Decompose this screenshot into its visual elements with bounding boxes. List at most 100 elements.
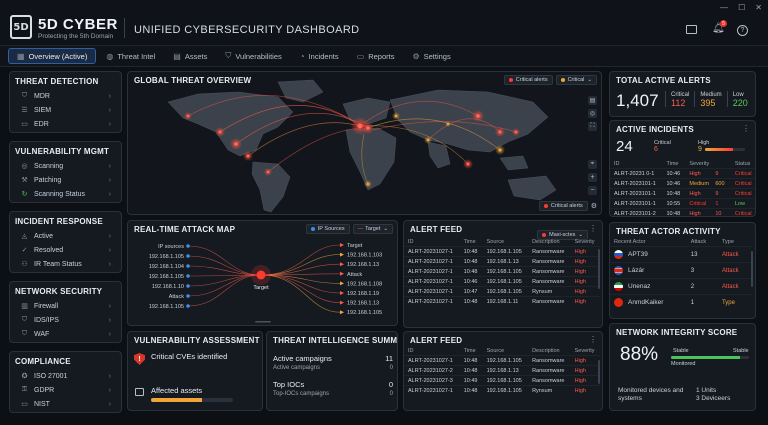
map-legend: Critical alerts Critical ⌄ bbox=[503, 75, 597, 85]
sidebar-item-label: IR Team Status bbox=[34, 260, 82, 268]
sidebar-item-scanning-status[interactable]: ↻ Scanning Status › bbox=[14, 187, 117, 201]
table-row[interactable]: APT39 13 Attack bbox=[610, 246, 751, 263]
sidebar-item-edr[interactable]: ▭ EDR › bbox=[14, 117, 117, 131]
sidebar-item-nist[interactable]: ▭ NIST › bbox=[14, 397, 117, 411]
table-row[interactable]: Lázár 3 Attack bbox=[610, 262, 751, 279]
inbox-icon[interactable] bbox=[686, 25, 697, 34]
panel-title: VULNERABILITY ASSESSMENT bbox=[134, 336, 260, 345]
gear-icon: ⚙ bbox=[412, 51, 420, 61]
tab-settings[interactable]: ⚙ Settings bbox=[404, 48, 458, 64]
table-row[interactable]: ALRT-20231027-1 10:48 192.168.1.13 Ransomwa… bbox=[404, 256, 600, 267]
table-row[interactable]: ALRT-20231027-1 10:48 192.168.1.105 Rynsum H… bbox=[404, 385, 600, 396]
server-icon: ▤ bbox=[173, 51, 181, 61]
tab-label: Settings bbox=[423, 51, 451, 61]
fullscreen-icon[interactable]: ⛶ bbox=[588, 122, 597, 131]
tab-incidents[interactable]: ◔ Incidents bbox=[292, 48, 347, 64]
tab-assets[interactable]: ▤ Assets bbox=[165, 48, 215, 64]
target-label: 192.168.1.108 bbox=[347, 281, 382, 287]
world-map[interactable] bbox=[128, 72, 602, 215]
sidebar-item-label: NIST bbox=[34, 400, 50, 408]
sidebar-item-siem[interactable]: ☰ SIEM › bbox=[14, 103, 117, 117]
alert-feed-panel: ALERT FEED Maxi-sctes ⌄ ⋮ ID Time Source Des… bbox=[403, 220, 603, 328]
source-node bbox=[186, 264, 190, 268]
integrity-score: 88% bbox=[620, 344, 659, 365]
column-header: ID bbox=[408, 239, 414, 245]
table-row[interactable]: ALRT-2023101-1 10:46 Medium 600 Critical bbox=[610, 178, 755, 189]
table-row[interactable]: ALRT-20231027-1 10:47 192.168.1.105 Rynsum H… bbox=[404, 286, 600, 297]
close-icon[interactable]: ✕ bbox=[755, 3, 762, 12]
sidebar-item-ir-team-status[interactable]: ⚇ IR Team Status › bbox=[14, 257, 117, 271]
panel-title: THREAT ACTOR ACTIVITY bbox=[616, 227, 721, 236]
sidebar-section-title: NETWORK SECURITY bbox=[15, 287, 103, 296]
zoom-in-icon[interactable]: + bbox=[588, 173, 597, 182]
scrollbar[interactable] bbox=[751, 251, 753, 287]
sidebar-section-title: COMPLIANCE bbox=[15, 357, 71, 366]
locate-icon[interactable]: ◎ bbox=[588, 109, 597, 118]
table-row[interactable]: ALRT-20231 0-1 10:46 High 9 Critical bbox=[610, 168, 755, 179]
sidebar-item-patching[interactable]: ⚒ Patching › bbox=[14, 173, 117, 187]
more-icon[interactable]: ⋮ bbox=[589, 335, 597, 344]
table-row[interactable]: AnmdKaiker 1 Type bbox=[610, 294, 751, 311]
tab-threat-intel[interactable]: ◍ Threat Intel bbox=[98, 48, 163, 64]
column-header: Description bbox=[532, 239, 560, 245]
monitor-icon: ▭ bbox=[21, 121, 28, 128]
sidebar-item-firewall[interactable]: ▥ Firewall › bbox=[14, 299, 117, 313]
legend-target[interactable]: — Target ⌄ bbox=[352, 224, 393, 234]
settings-icon[interactable]: ⚙ bbox=[590, 203, 597, 210]
notifications-icon[interactable]: 🔔︎ bbox=[712, 23, 725, 34]
intel-row: Top-IOCs campaigns 0 bbox=[273, 391, 393, 397]
table-row[interactable]: ALRT-20231027-1 10:48 192.168.1.105 Ransomw… bbox=[404, 266, 600, 277]
layers-icon[interactable]: ▤ bbox=[588, 96, 597, 105]
table-row[interactable]: ALRT-20231027-1 10:48 192.168.1.105 Ransomw… bbox=[404, 355, 600, 366]
target-center-label: Target bbox=[253, 285, 269, 291]
tab-overview-active[interactable]: ▦ Overview (Active) bbox=[8, 48, 97, 64]
table-row[interactable]: Unenaz 2 Attack bbox=[610, 278, 751, 295]
tab-reports[interactable]: ▭ Reports bbox=[349, 48, 403, 64]
scrollbar[interactable] bbox=[598, 360, 600, 384]
sidebar-item-iso-27001[interactable]: ✪ ISO 27001 › bbox=[14, 369, 117, 383]
sidebar-section-title: THREAT DETECTION bbox=[15, 77, 99, 86]
table-row[interactable]: ALRT-20231027-1 10:46 192.168.1.105 Ransomw… bbox=[404, 276, 600, 287]
maximize-icon[interactable]: ☐ bbox=[738, 3, 746, 12]
legend-critical-alerts[interactable]: Critical alerts bbox=[503, 75, 553, 85]
table-row[interactable]: ALRT-20231027-3 10:49 192.168.1.105 Ransomw… bbox=[404, 375, 600, 386]
sidebar-section-title: INCIDENT RESPONSE bbox=[15, 217, 103, 226]
source-node bbox=[186, 274, 190, 278]
zoom-out-icon[interactable]: − bbox=[588, 186, 597, 195]
legend-critical-alerts-bottom[interactable]: Critical alerts bbox=[538, 201, 588, 211]
sidebar-item-active[interactable]: ◬ Active › bbox=[14, 229, 117, 243]
more-icon[interactable]: ⋮ bbox=[742, 124, 750, 133]
alert-feed-filter[interactable]: Maxi-sctes ⌄ bbox=[537, 224, 588, 242]
table-row[interactable]: ALRT-2023101-1 10:55 Critical 1 Low bbox=[610, 198, 755, 209]
legend-ip-sources[interactable]: IP Sources bbox=[305, 224, 350, 234]
table-row[interactable]: ALRT-20231027-2 10:48 192.168.1.13 Ransomwa… bbox=[404, 365, 600, 376]
target-icon[interactable]: ⌖ bbox=[588, 160, 597, 169]
sidebar-item-gdpr[interactable]: ⚿ GDPR › bbox=[14, 383, 117, 397]
attack-flow-graph[interactable]: IP sources 192.168.1.105 192.168.1.104 192.… bbox=[128, 221, 398, 326]
table-row[interactable]: ALRT-2023101-1 10:48 High 9 Critical bbox=[610, 188, 755, 199]
tab-vulnerabilities[interactable]: ⛉ Vulnerabilities bbox=[217, 48, 289, 64]
sidebar-item-label: Resolved bbox=[34, 246, 64, 254]
panel-title: ALERT FEED bbox=[410, 336, 463, 345]
help-icon[interactable]: ? bbox=[737, 25, 748, 36]
sidebar-item-mdr[interactable]: ⛉ MDR › bbox=[14, 89, 117, 103]
sidebar-item-label: Active bbox=[34, 232, 54, 240]
shield-icon: ⛉ bbox=[21, 92, 28, 99]
scrollbar[interactable] bbox=[598, 249, 600, 289]
sidebar-item-resolved[interactable]: ✓ Resolved › bbox=[14, 243, 117, 257]
table-row[interactable]: ALRT-20231027-1 10:48 192.168.1.105 Ransomw… bbox=[404, 246, 600, 257]
sidebar-item-waf[interactable]: ⛉ WAF › bbox=[14, 327, 117, 341]
more-icon[interactable]: ⋮ bbox=[249, 335, 257, 344]
target-label: 192.168.1.13 bbox=[347, 262, 379, 268]
chevron-right-icon: › bbox=[108, 246, 111, 254]
table-row[interactable]: ALRT-20231027-1 10:48 192.168.1.11 Ransomwa… bbox=[404, 296, 600, 307]
table-row[interactable]: ALRT-2023101-2 10:48 High 10 Critical bbox=[610, 208, 755, 216]
incidents-count: 24 bbox=[616, 138, 633, 155]
legend-critical[interactable]: Critical ⌄ bbox=[555, 75, 597, 85]
sidebar-item-ids-ips[interactable]: ⛉ IDS/IPS › bbox=[14, 313, 117, 327]
more-icon[interactable]: ⋮ bbox=[589, 224, 597, 233]
check-icon: ✓ bbox=[21, 247, 28, 254]
sidebar-item-scanning[interactable]: ◎ Scanning › bbox=[14, 159, 117, 173]
minimize-icon[interactable]: — bbox=[720, 3, 729, 12]
chevron-right-icon: › bbox=[108, 92, 111, 100]
